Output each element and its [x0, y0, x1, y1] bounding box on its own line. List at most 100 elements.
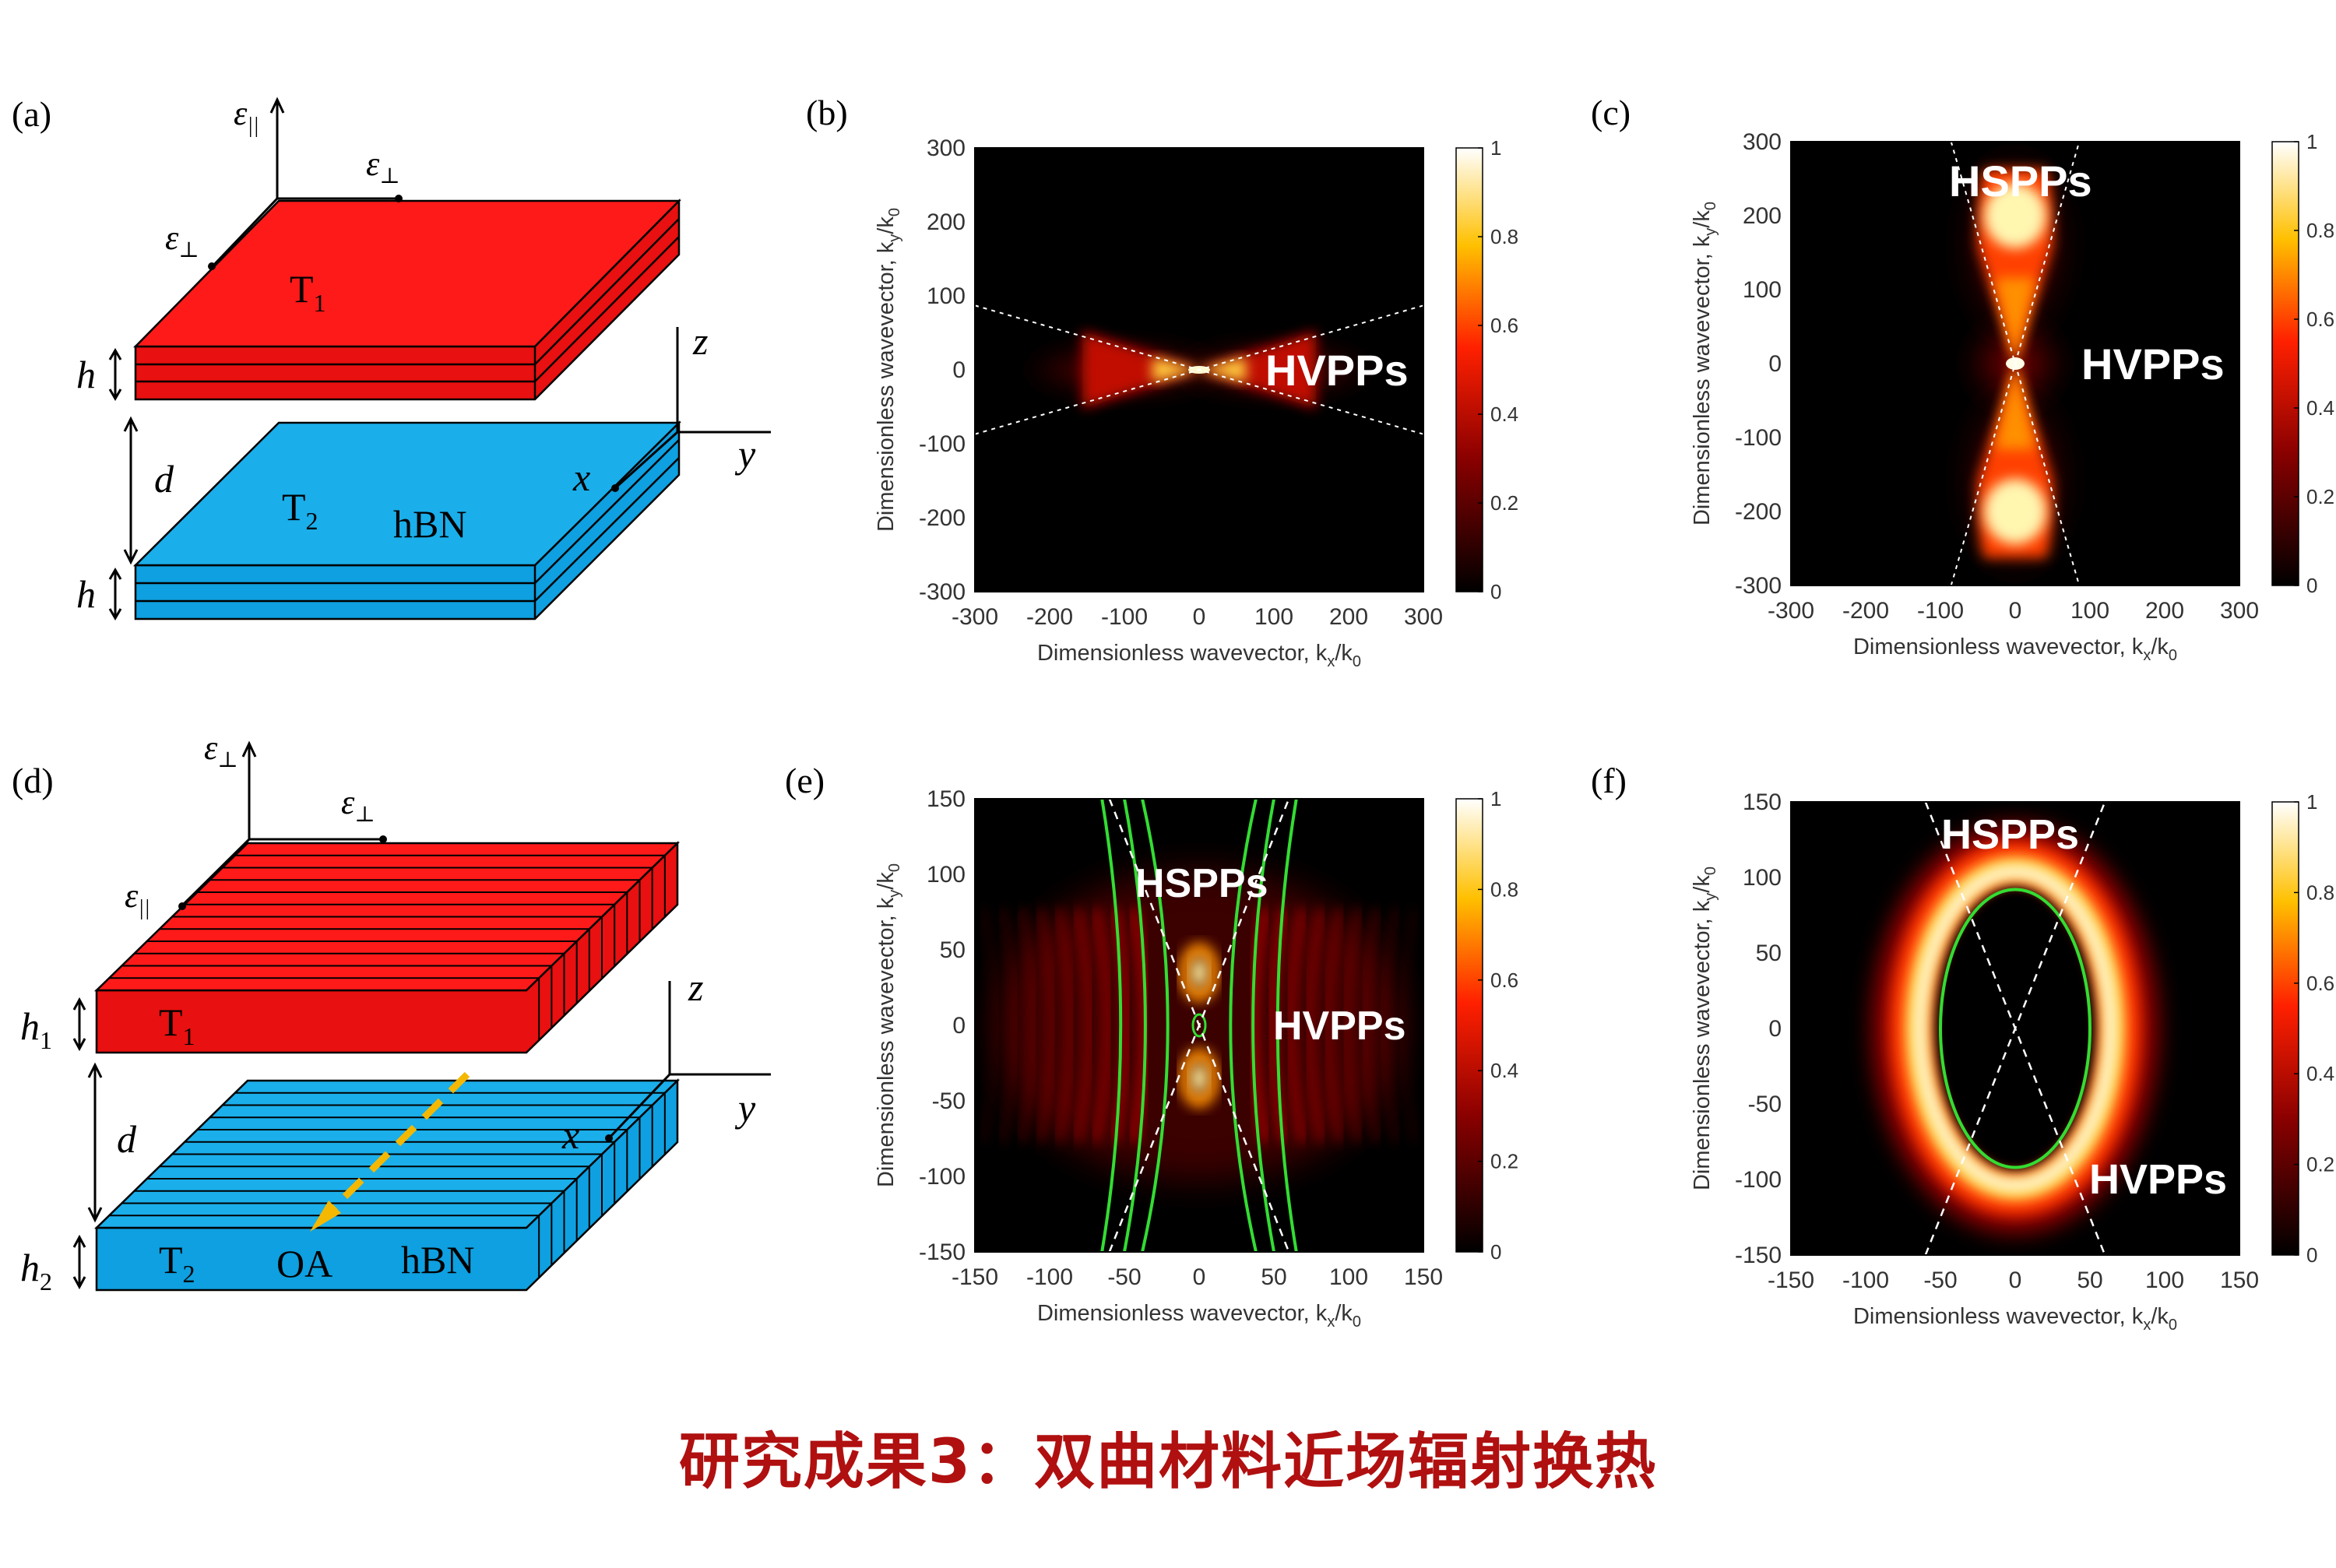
y-tick-label: -150: [1735, 1243, 1782, 1268]
fringe: [1092, 908, 1111, 1143]
colorbar: [2271, 141, 2299, 586]
label-z: z: [692, 319, 708, 363]
y-tick-label: 300: [927, 135, 966, 161]
x-axis-label: Dimensionless wavevector, kx/k0: [1853, 1304, 2177, 1334]
x-tick-label: -100: [1101, 604, 1148, 630]
y-tick-label: 100: [1743, 865, 1782, 891]
x-tick-label: -100: [1917, 598, 1964, 624]
fringe: [1036, 908, 1055, 1143]
y-tick-label: -50: [932, 1088, 966, 1114]
slab-t2-striped: [93, 1078, 681, 1292]
fringe: [1054, 908, 1074, 1143]
dim-d-d: d: [117, 1117, 137, 1161]
annotation-hvpps: HVPPs: [2081, 339, 2225, 388]
label-t2-d: T2: [159, 1238, 195, 1288]
y-tick-label: 100: [927, 283, 966, 309]
lobe-bright: [1984, 183, 2046, 248]
colorbar-tick-label: 0.8: [1490, 225, 1518, 248]
colorbar: [1455, 798, 1483, 1253]
asymptote-line: [1924, 802, 2106, 1255]
panel-label-c: (c): [1591, 93, 1631, 132]
y-tick-label: 0: [952, 1013, 966, 1039]
lobe-neck: [1995, 364, 2035, 449]
y-tick-label: 50: [1756, 940, 1782, 966]
lower-core: [1191, 1063, 1207, 1092]
lobe-left-core: [1152, 357, 1199, 382]
schematic-d: (d) ε⊥ ε⊥ ε|| T1: [12, 729, 771, 1296]
fringe: [1110, 908, 1130, 1143]
fringe: [980, 908, 999, 1143]
axis-x-line: [614, 431, 679, 490]
colorbar: [1455, 147, 1483, 592]
x-tick-label: 300: [1404, 604, 1443, 630]
colorbar-tick-label: 0.2: [1490, 491, 1518, 515]
x-tick-label: -100: [1026, 1264, 1073, 1290]
green-hyperbola: [1251, 799, 1275, 1252]
colorbar-tick-label: 0.8: [2306, 881, 2334, 904]
green-hyperbola: [1141, 799, 1170, 1252]
fringe: [1399, 908, 1419, 1143]
colorbar-tick-label: 0.6: [2306, 308, 2334, 331]
dim-h1: h1: [20, 1004, 52, 1054]
x-tick-label: 0: [1193, 1264, 1206, 1290]
y-tick-label: -150: [919, 1239, 966, 1265]
center-green-ring: [1191, 1013, 1207, 1038]
lobe-left: [1082, 331, 1199, 409]
annotation-hvpps: HVPPs: [1265, 346, 1409, 395]
label-eps-vertical: ε||: [234, 94, 259, 138]
label-eps-left-d: ε||: [125, 877, 150, 920]
green-hyperbola: [1100, 799, 1123, 1252]
dim-d: d: [154, 457, 174, 501]
x-tick-label: -300: [952, 604, 998, 630]
colorbar-tick-label: 1: [1490, 136, 1501, 160]
plot-frame: [974, 798, 1424, 1253]
lobe-neck: [1995, 278, 2035, 364]
fringe: [1306, 908, 1325, 1143]
y-tick-label: -300: [1735, 573, 1782, 599]
y-tick-label: -100: [919, 431, 966, 457]
y-axis-label: Dimensionless wavevector, ky/k0: [874, 208, 903, 532]
label-z-d: z: [688, 965, 703, 1009]
colorbar-tick-label: 0.8: [1490, 877, 1518, 901]
y-tick-label: -200: [919, 505, 966, 531]
y-tick-label: 100: [1743, 277, 1782, 303]
panel-label-a: (a): [12, 94, 51, 134]
fringe: [998, 908, 1018, 1143]
plot-frame: [1790, 141, 2240, 586]
x-tick-label: 100: [1254, 604, 1293, 630]
x-tick-label: 100: [2145, 1267, 2184, 1293]
x-tick-label: -300: [1768, 598, 1814, 624]
dim-h-bottom: h: [76, 572, 96, 616]
annotation-hspps: HSPPs: [1941, 811, 2079, 858]
y-tick-label: 0: [952, 357, 966, 383]
label-t1: T1: [290, 267, 326, 317]
colorbar-tick-label: 0.6: [1490, 969, 1518, 992]
y-tick-label: -200: [1735, 499, 1782, 525]
x-tick-label: 150: [1404, 1264, 1443, 1290]
label-x-d: x: [561, 1113, 579, 1157]
y-tick-label: 300: [1743, 129, 1782, 155]
heatmap-c: [1950, 142, 2081, 585]
x-tick-label: 0: [2009, 598, 2022, 624]
x-tick-label: 50: [2077, 1267, 2102, 1293]
y-tick-label: 200: [927, 209, 966, 235]
colorbar-tick-label: 0.8: [2306, 219, 2334, 242]
y-tick-label: 150: [927, 786, 966, 812]
fringe: [1268, 908, 1288, 1143]
x-tick-label: -50: [1107, 1264, 1141, 1290]
fringe: [1362, 908, 1381, 1143]
label-y-d: y: [734, 1086, 756, 1130]
chart-b: (b)HVPPs-300 -200 -100 0 100 200 3003002001000…: [806, 93, 1518, 670]
label-t1-d: T1: [159, 1000, 195, 1050]
optic-axis-arrowhead: [310, 1201, 341, 1232]
panel-label-d: (d): [12, 761, 54, 800]
upper-lobe: [1179, 943, 1219, 1003]
x-tick-label: -200: [1026, 604, 1073, 630]
center-hot: [2006, 357, 2025, 370]
y-tick-label: 0: [1768, 1016, 1782, 1042]
panel-label-b: (b): [806, 93, 848, 132]
green-ellipse: [1939, 888, 2091, 1169]
x-tick-label: 100: [2070, 598, 2109, 624]
